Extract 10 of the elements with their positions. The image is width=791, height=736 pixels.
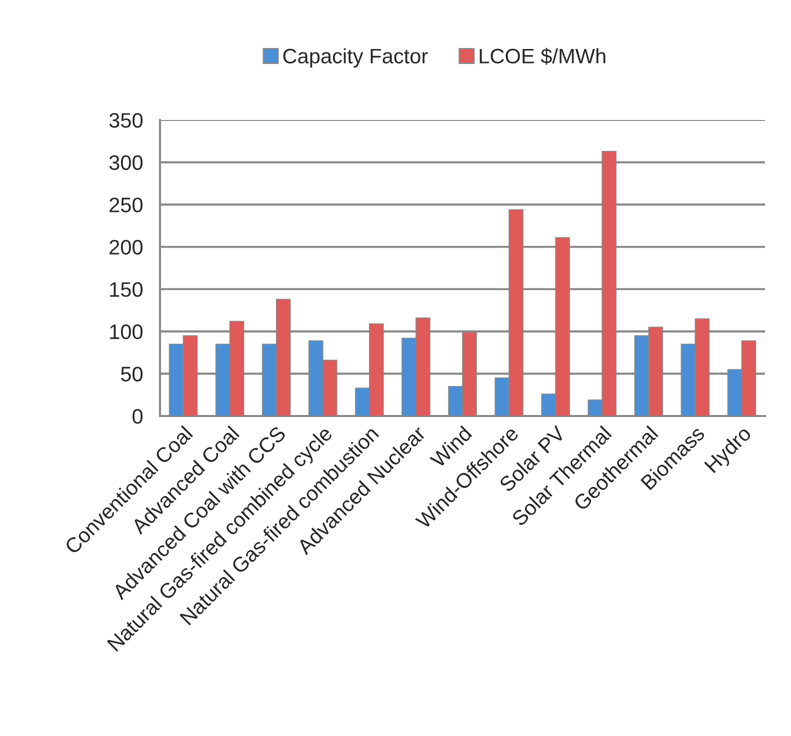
- y-tick-label: 350: [109, 113, 143, 128]
- y-tick-label: 100: [110, 324, 143, 340]
- y-tick-label: 150: [110, 282, 143, 297]
- legend-label: LCOE $/MWh: [480, 48, 606, 65]
- y-tick-label: 300: [109, 155, 143, 170]
- y-tick-label: 250: [110, 198, 143, 212]
- legend-label: Capacity Factor: [283, 48, 428, 68]
- y-tick-label: 50: [120, 366, 143, 382]
- y-tick-label: 0: [132, 409, 143, 424]
- y-tick-label: 200: [110, 240, 143, 255]
